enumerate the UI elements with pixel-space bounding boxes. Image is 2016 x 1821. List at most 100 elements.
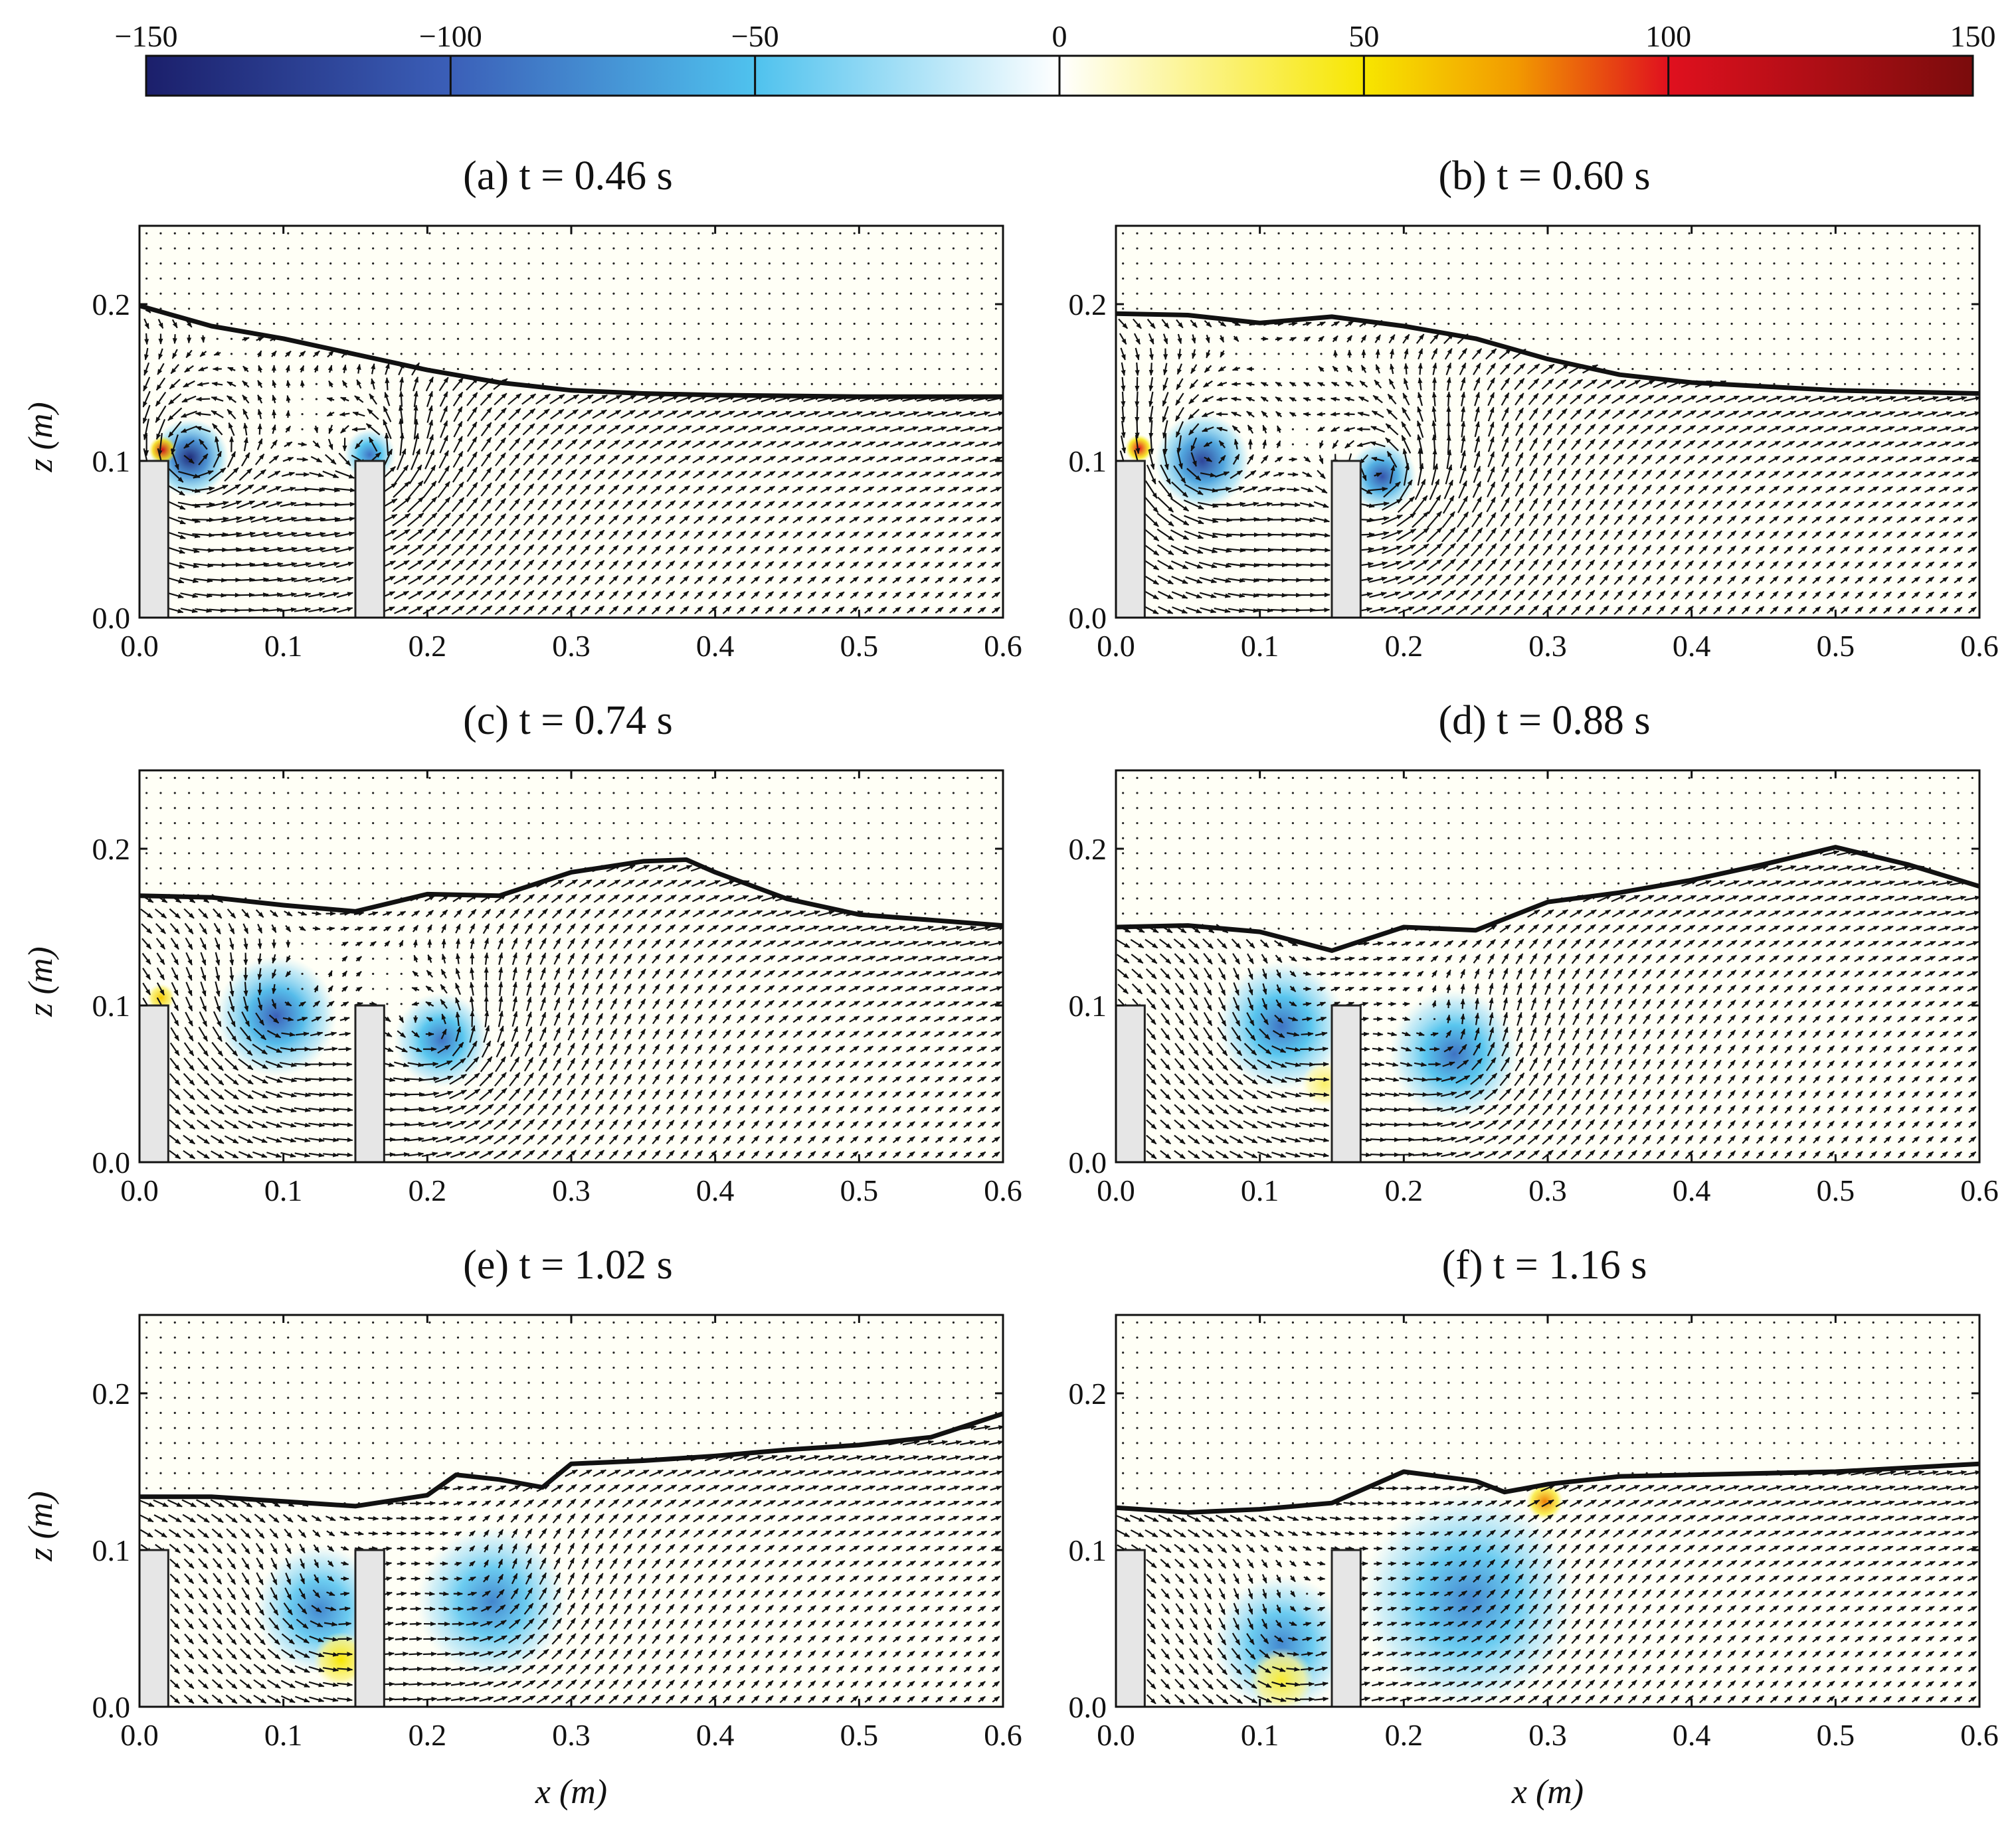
vector-dot <box>711 337 714 340</box>
vector-dot <box>1631 292 1634 295</box>
vector-dot <box>556 353 559 355</box>
vector-dot <box>372 807 375 810</box>
vector-dot <box>1872 383 1875 385</box>
vector-dot <box>287 247 290 250</box>
vector-dot <box>527 852 530 855</box>
vector-dot <box>442 367 445 371</box>
vector-dot <box>1659 353 1663 355</box>
vector-dot <box>1943 353 1946 355</box>
vector-dot <box>1164 292 1167 295</box>
vector-dot <box>782 307 785 310</box>
vector-dot <box>867 292 870 295</box>
vector-dot <box>725 367 729 371</box>
vector-dot <box>1603 292 1605 295</box>
vector-dot <box>938 776 941 779</box>
vector-dot <box>924 852 927 855</box>
vector-dot <box>938 277 941 280</box>
vector-dot <box>697 367 700 371</box>
vector-dot <box>924 807 927 810</box>
vector-dot <box>853 867 856 870</box>
vector-dot <box>711 232 714 234</box>
vector-dot <box>1759 353 1762 355</box>
vector-dot <box>145 247 148 250</box>
vector-dot <box>414 353 417 355</box>
vector-dot <box>414 852 417 855</box>
vorticity-region <box>215 956 337 1077</box>
vector-dot <box>343 247 346 250</box>
vector-dot <box>386 262 389 265</box>
x-tick-label: 0.3 <box>552 629 591 663</box>
vector-dot <box>825 867 828 870</box>
vector-dot <box>329 247 332 250</box>
vector-dot <box>881 807 884 810</box>
vector-dot <box>825 262 828 265</box>
vector-dot <box>1164 837 1167 839</box>
vector-dot <box>456 882 460 885</box>
vector-dot <box>272 807 276 810</box>
vector-dot <box>414 882 417 885</box>
vector-dot <box>1532 277 1535 280</box>
vector-dot <box>1688 262 1691 265</box>
vector-dot <box>1192 852 1195 855</box>
vector-dot <box>1943 262 1946 265</box>
vector-dot <box>697 822 700 825</box>
vector-dot <box>442 776 445 779</box>
vector-dot <box>244 353 247 355</box>
vector-dot <box>1914 247 1917 250</box>
vector-dot <box>1943 277 1946 280</box>
vector-dot <box>372 837 375 839</box>
vector-dot <box>315 867 318 870</box>
x-tick-label: 0.1 <box>1241 629 1279 663</box>
vector-dot <box>287 322 290 325</box>
vector-dot <box>414 337 417 340</box>
vector-dot <box>1263 307 1266 310</box>
vector-dot <box>1900 292 1903 295</box>
vector-dot <box>1306 307 1309 310</box>
vector-dot <box>258 822 261 825</box>
vector-dot <box>272 776 276 779</box>
vector-dot <box>244 292 247 295</box>
vector-dot <box>1674 247 1677 250</box>
vector-dot <box>598 247 601 250</box>
vector-dot <box>556 837 559 839</box>
vector-dot <box>796 307 799 310</box>
vector-dot <box>1928 353 1932 355</box>
vector-arrow <box>312 926 321 931</box>
vector-dot <box>640 247 644 250</box>
vector-dot <box>697 337 700 340</box>
vector-dot <box>1957 232 1960 234</box>
vector-dot <box>711 247 714 250</box>
vector-dot <box>301 337 304 340</box>
vector-dot <box>230 322 233 325</box>
vector-dot <box>994 292 997 295</box>
vector-dot <box>230 337 233 340</box>
vector-dot <box>825 322 828 325</box>
vector-dot <box>839 837 842 839</box>
vector-dot <box>556 247 559 250</box>
vector-dot <box>782 367 785 371</box>
vector-dot <box>980 322 983 325</box>
vector-dot <box>428 822 431 825</box>
vector-dot <box>173 882 176 885</box>
vector-dot <box>796 837 799 839</box>
vector-dot <box>1518 337 1520 340</box>
vector-dot <box>1617 232 1620 234</box>
plot-area <box>1116 226 1979 618</box>
vector-dot <box>386 988 389 990</box>
vector-dot <box>1122 837 1125 839</box>
vector-dot <box>386 232 389 234</box>
vector-dot <box>386 292 389 295</box>
vector-dot <box>329 867 332 870</box>
vector-arrow <box>369 1001 377 1006</box>
vector-dot <box>1575 247 1578 250</box>
vector-dot <box>980 867 983 870</box>
vector-dot <box>612 383 615 385</box>
vector-dot <box>612 247 615 250</box>
vector-dot <box>881 277 884 280</box>
vector-dot <box>570 852 573 855</box>
vector-dot <box>853 882 856 885</box>
vector-dot <box>428 837 431 839</box>
vector-dot <box>966 837 969 839</box>
vector-dot <box>1659 367 1663 371</box>
vector-dot <box>1957 353 1960 355</box>
